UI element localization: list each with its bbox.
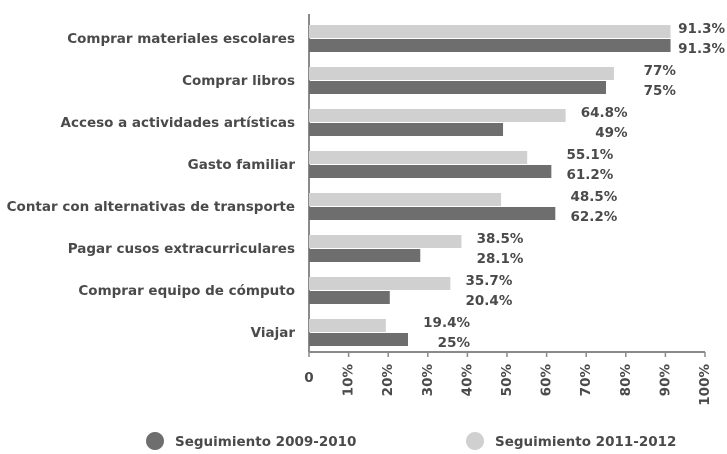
value-label: 64.8% xyxy=(581,105,628,121)
legend-swatch xyxy=(466,432,484,450)
y-tick-label: Contar con alternativas de transporte xyxy=(7,199,295,215)
bar xyxy=(309,81,606,94)
value-label: 77% xyxy=(644,63,677,79)
value-label: 35.7% xyxy=(466,273,513,289)
value-label: 91.3% xyxy=(678,41,725,57)
x-tick-label: 100% xyxy=(697,364,713,406)
bar xyxy=(309,165,552,178)
y-tick-label: Comprar materiales escolares xyxy=(67,31,295,47)
x-tick-label: 40% xyxy=(459,364,475,397)
value-label: 38.5% xyxy=(477,231,524,247)
x-tick-label: 20% xyxy=(380,364,396,397)
bar xyxy=(309,67,614,80)
y-tick-label: Acceso a actividades artísticas xyxy=(61,115,296,131)
value-label: 49% xyxy=(595,125,628,141)
x-tick-label: 10% xyxy=(341,364,357,397)
x-tick-label: 0 xyxy=(304,370,313,386)
value-label: 19.4% xyxy=(423,315,470,331)
value-label: 91.3% xyxy=(678,21,725,37)
x-tick-label: 90% xyxy=(657,364,673,397)
legend-label: Seguimiento 2011-2012 xyxy=(495,434,676,450)
bar xyxy=(309,39,671,52)
y-tick-label: Comprar equipo de cómputo xyxy=(78,283,295,299)
value-label: 25% xyxy=(438,335,471,351)
value-label: 20.4% xyxy=(466,293,513,309)
value-label: 48.5% xyxy=(570,189,617,205)
x-tick-label: 60% xyxy=(539,364,555,397)
y-tick-label: Viajar xyxy=(251,325,296,341)
bar xyxy=(309,291,390,304)
bar xyxy=(309,277,451,290)
bar xyxy=(309,207,556,220)
legend-swatch xyxy=(146,432,164,450)
x-tick-label: 30% xyxy=(420,364,436,397)
x-tick-label: 50% xyxy=(499,364,515,397)
value-label: 61.2% xyxy=(567,167,614,183)
x-tick-label: 80% xyxy=(618,364,634,397)
y-tick-label: Pagar cusos extracurriculares xyxy=(68,241,295,257)
bar xyxy=(309,109,566,122)
value-label: 62.2% xyxy=(570,209,617,225)
bar xyxy=(309,249,421,262)
bar xyxy=(309,123,504,136)
bar xyxy=(309,151,528,164)
bar xyxy=(309,319,386,332)
bar xyxy=(309,25,671,38)
value-label: 28.1% xyxy=(477,251,524,267)
bar xyxy=(309,333,408,346)
legend-label: Seguimiento 2009-2010 xyxy=(175,434,356,450)
y-tick-label: Comprar libros xyxy=(182,73,295,89)
x-tick-label: 70% xyxy=(578,364,594,397)
bar xyxy=(309,193,502,206)
y-tick-label: Gasto familiar xyxy=(188,157,296,173)
bar xyxy=(309,235,462,248)
value-label: 75% xyxy=(644,83,677,99)
value-label: 55.1% xyxy=(567,147,614,163)
